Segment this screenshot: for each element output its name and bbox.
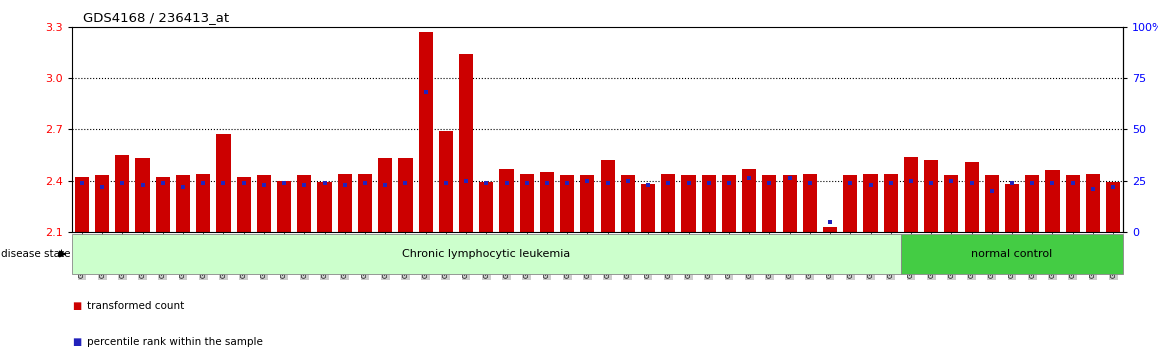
Bar [762, 175, 777, 232]
Text: ■: ■ [72, 337, 81, 347]
Bar [298, 175, 312, 232]
Bar [823, 227, 837, 232]
Bar [418, 32, 433, 232]
Text: GDS4168 / 236413_at: GDS4168 / 236413_at [83, 11, 229, 24]
Bar [1065, 175, 1079, 232]
Bar [540, 172, 554, 232]
Text: transformed count: transformed count [87, 301, 184, 311]
Bar [1086, 174, 1100, 232]
Bar [196, 174, 211, 232]
Bar [904, 156, 918, 232]
Bar [1005, 184, 1019, 232]
Bar [642, 184, 655, 232]
Bar [176, 175, 190, 232]
Bar [560, 175, 574, 232]
Bar [155, 177, 170, 232]
Text: normal control: normal control [972, 249, 1053, 259]
Bar [217, 135, 230, 232]
Bar [520, 174, 534, 232]
Bar [398, 158, 412, 232]
Bar [277, 181, 291, 232]
Bar [459, 54, 474, 232]
Text: ■: ■ [72, 301, 81, 311]
Bar [236, 177, 251, 232]
Bar [72, 234, 901, 274]
Bar [338, 174, 352, 232]
Bar [479, 182, 493, 232]
Bar [783, 175, 797, 232]
Bar [742, 169, 756, 232]
Bar [984, 175, 999, 232]
Bar [116, 155, 130, 232]
Bar [95, 175, 109, 232]
Bar [965, 162, 979, 232]
Bar [135, 158, 149, 232]
Bar [924, 160, 938, 232]
Bar [721, 175, 736, 232]
Bar [802, 174, 816, 232]
Bar [257, 175, 271, 232]
Bar [499, 169, 514, 232]
Bar [1046, 170, 1060, 232]
Bar [901, 234, 1123, 274]
Bar [580, 175, 594, 232]
Text: Chronic lymphocytic leukemia: Chronic lymphocytic leukemia [402, 249, 571, 259]
Text: disease state: disease state [1, 249, 71, 259]
Bar [1025, 175, 1040, 232]
Bar [75, 177, 89, 232]
Bar [944, 175, 959, 232]
Bar [601, 160, 615, 232]
Bar [843, 175, 857, 232]
Bar [358, 174, 372, 232]
Bar [379, 158, 393, 232]
Bar [621, 175, 635, 232]
Bar [702, 175, 716, 232]
Bar [1106, 182, 1120, 232]
Bar [864, 174, 878, 232]
Bar [317, 182, 331, 232]
Text: percentile rank within the sample: percentile rank within the sample [87, 337, 263, 347]
Bar [439, 131, 453, 232]
Bar [661, 174, 675, 232]
Bar [884, 174, 897, 232]
Bar [681, 175, 696, 232]
